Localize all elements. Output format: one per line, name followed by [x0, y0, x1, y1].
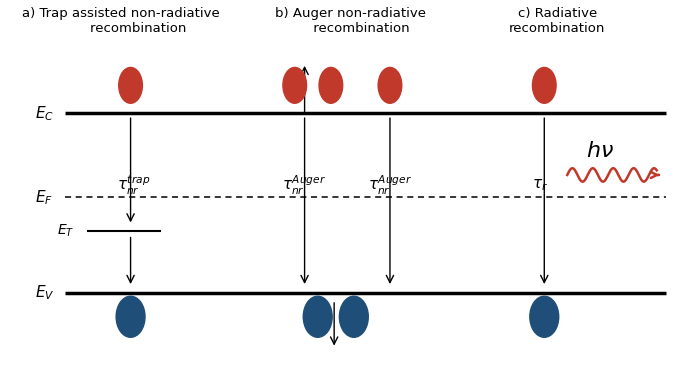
- Text: $E_V$: $E_V$: [35, 283, 55, 302]
- Ellipse shape: [118, 67, 142, 103]
- Text: $h\nu$: $h\nu$: [586, 141, 614, 161]
- Ellipse shape: [303, 296, 332, 337]
- Text: $E_F$: $E_F$: [35, 188, 53, 207]
- Text: $\tau_{nr}^{Auger}$: $\tau_{nr}^{Auger}$: [368, 173, 412, 197]
- Ellipse shape: [116, 296, 145, 337]
- Text: $\tau_{nr}^{Auger}$: $\tau_{nr}^{Auger}$: [282, 173, 327, 197]
- Text: $\tau_{nr}^{trap}$: $\tau_{nr}^{trap}$: [117, 173, 150, 197]
- Text: $E_T$: $E_T$: [57, 223, 74, 239]
- Ellipse shape: [339, 296, 368, 337]
- Ellipse shape: [319, 67, 343, 103]
- Text: b) Auger non-radiative
     recombination: b) Auger non-radiative recombination: [275, 7, 426, 35]
- Ellipse shape: [283, 67, 307, 103]
- Text: $\tau_{r}$: $\tau_{r}$: [531, 177, 548, 193]
- Ellipse shape: [378, 67, 401, 103]
- Text: c) Radiative
recombination: c) Radiative recombination: [509, 7, 606, 35]
- Text: $E_C$: $E_C$: [35, 104, 54, 123]
- Text: a) Trap assisted non-radiative
        recombination: a) Trap assisted non-radiative recombina…: [22, 7, 219, 35]
- Ellipse shape: [530, 296, 559, 337]
- Ellipse shape: [532, 67, 556, 103]
